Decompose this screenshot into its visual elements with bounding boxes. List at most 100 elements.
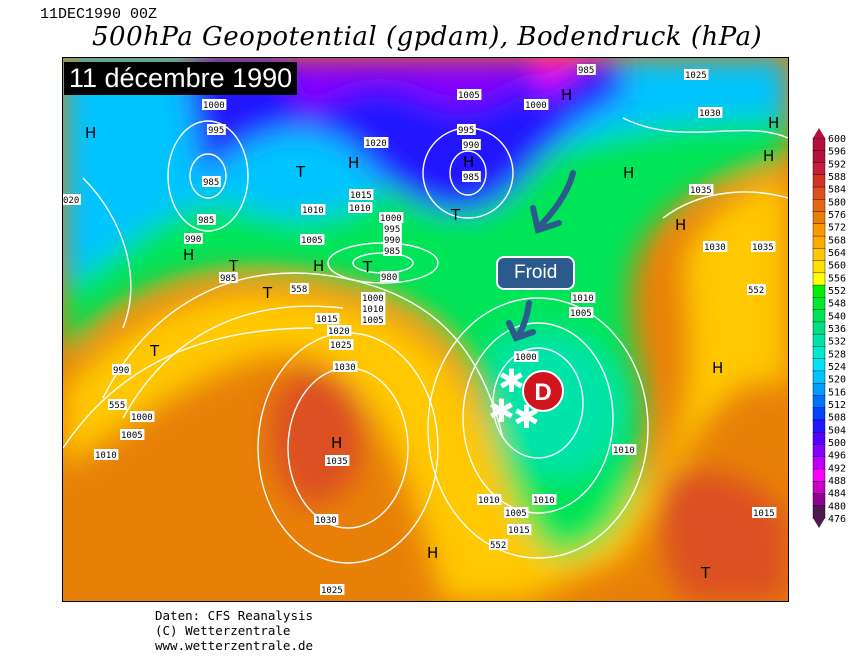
isobar-label: 1005 xyxy=(505,509,527,519)
colorbar-tick-label: 492 xyxy=(828,463,846,474)
colorbar-bin xyxy=(812,174,826,188)
colorbar-bin xyxy=(812,395,826,409)
colorbar-bin xyxy=(812,211,826,225)
colorbar-bin xyxy=(812,309,826,323)
colorbar-tick-label: 580 xyxy=(828,197,846,208)
isobar-label: 020 xyxy=(63,196,79,206)
isobar-label: 1010 xyxy=(95,451,117,461)
colorbar-tick-label: 516 xyxy=(828,387,846,398)
isobar-label: 552 xyxy=(490,541,506,551)
isobar-label: 985 xyxy=(203,178,219,188)
colorbar-bin xyxy=(812,150,826,164)
svg-text:✱: ✱ xyxy=(498,362,525,400)
isobar-label: 1000 xyxy=(203,101,225,111)
date-line: 11DEC1990 00Z xyxy=(40,6,158,23)
isobar-label: 1000 xyxy=(380,214,402,224)
colorbar-bin xyxy=(812,235,826,250)
isobar-label: 985 xyxy=(384,247,400,257)
low-pressure-center: T xyxy=(295,163,306,181)
colorbar-bin xyxy=(812,260,826,274)
isobar-label: 1035 xyxy=(690,186,712,196)
arrow-down-icon xyxy=(506,170,576,342)
high-pressure-center: H xyxy=(712,359,723,377)
high-pressure-center: H xyxy=(763,147,774,165)
colorbar-bottom-arrow xyxy=(813,518,825,528)
colorbar-tick-label: 496 xyxy=(828,451,846,462)
depression-label: D xyxy=(534,379,551,406)
high-pressure-center: H xyxy=(768,114,779,132)
high-pressure-center: H xyxy=(623,164,634,182)
isobar-label: 1010 xyxy=(613,446,635,456)
isobar-label: 1015 xyxy=(753,509,775,519)
isobar-label: 1000 xyxy=(362,294,384,304)
isobar-label: 990 xyxy=(384,236,400,246)
colorbar-bin xyxy=(812,444,826,458)
colorbar-bin xyxy=(812,346,826,360)
isobar-label: 1010 xyxy=(302,206,324,216)
isobar-label: 1010 xyxy=(362,305,384,315)
colorbar-tick-label: 600 xyxy=(828,134,846,145)
isobar-label: 1010 xyxy=(349,204,371,214)
froid-label: Froid xyxy=(496,256,576,290)
footer-copyright: (C) Wetterzentrale xyxy=(155,623,291,638)
colorbar-tick-label: 504 xyxy=(828,425,846,436)
high-pressure-center: H xyxy=(313,257,324,275)
colorbar-tick-label: 508 xyxy=(828,413,846,424)
isobar-label: 558 xyxy=(291,285,307,295)
isobar-label: 1010 xyxy=(478,496,500,506)
isobar-label: 1000 xyxy=(131,413,153,423)
colorbar-bin xyxy=(812,370,826,384)
isobar-label: 1005 xyxy=(570,309,592,319)
isobar-label: 1005 xyxy=(458,91,480,101)
colorbar-tick-label: 520 xyxy=(828,375,846,386)
colorbar-bin xyxy=(812,321,826,335)
isobar-label: 995 xyxy=(384,225,400,235)
colorbar-tick-label: 524 xyxy=(828,362,846,373)
isobar-label: 995 xyxy=(208,126,224,136)
colorbar-tick-label: 484 xyxy=(828,489,846,500)
isobar-label: 985 xyxy=(220,274,236,284)
colorbar-tick-label: 480 xyxy=(828,501,846,512)
colorbar-bin xyxy=(812,468,826,482)
colorbar-tick-label: 500 xyxy=(828,438,846,449)
colorbar-bin xyxy=(812,407,826,421)
colorbar-tick-label: 556 xyxy=(828,273,846,284)
colorbar-top-arrow xyxy=(813,128,825,138)
colorbar-bin xyxy=(812,162,826,176)
colorbar-tick-label: 536 xyxy=(828,324,846,335)
low-pressure-center: T xyxy=(262,284,273,302)
colorbar-bin xyxy=(812,199,826,213)
colorbar-tick-label: 572 xyxy=(828,223,846,234)
colorbar-bin xyxy=(812,272,826,286)
weather-map: 1000 995 985 985 990 985 1020 1015 1010 1010 1005 1… xyxy=(62,57,789,602)
low-pressure-center: T xyxy=(149,342,160,360)
colorbar-bin xyxy=(812,493,826,507)
colorbar-bin xyxy=(812,248,826,262)
isobar-label: 552 xyxy=(748,286,764,296)
isobar-label: 1035 xyxy=(326,457,348,467)
colorbar-tick-label: 568 xyxy=(828,235,846,246)
map-title: 500hPa Geopotential (gpdam), Bodendruck … xyxy=(92,22,763,52)
isobar-label: 1020 xyxy=(328,327,350,337)
colorbar-bin xyxy=(812,137,826,151)
svg-text:✱: ✱ xyxy=(488,392,515,430)
colorbar-tick-label: 584 xyxy=(828,185,846,196)
isobar-label: 1005 xyxy=(362,316,384,326)
depression-marker xyxy=(522,370,564,412)
isobar-label: 1010 xyxy=(572,294,594,304)
colorbar-bin xyxy=(812,419,826,433)
colorbar-tick-label: 528 xyxy=(828,349,846,360)
colorbar-tick-label: 576 xyxy=(828,210,846,221)
colorbar-bin xyxy=(812,358,826,372)
colorbar-bin xyxy=(812,382,826,397)
high-pressure-center: H xyxy=(183,246,194,264)
low-pressure-center: T xyxy=(362,258,373,276)
isobar-label: 980 xyxy=(381,273,397,283)
colorbar-tick-label: 592 xyxy=(828,159,846,170)
low-pressure-center: T xyxy=(450,206,461,224)
colorbar-bin xyxy=(812,505,826,519)
footer-url[interactable]: www.wetterzentrale.de xyxy=(155,638,314,653)
isobar-label: 1025 xyxy=(685,71,707,81)
isobar-label: 1030 xyxy=(704,243,726,253)
